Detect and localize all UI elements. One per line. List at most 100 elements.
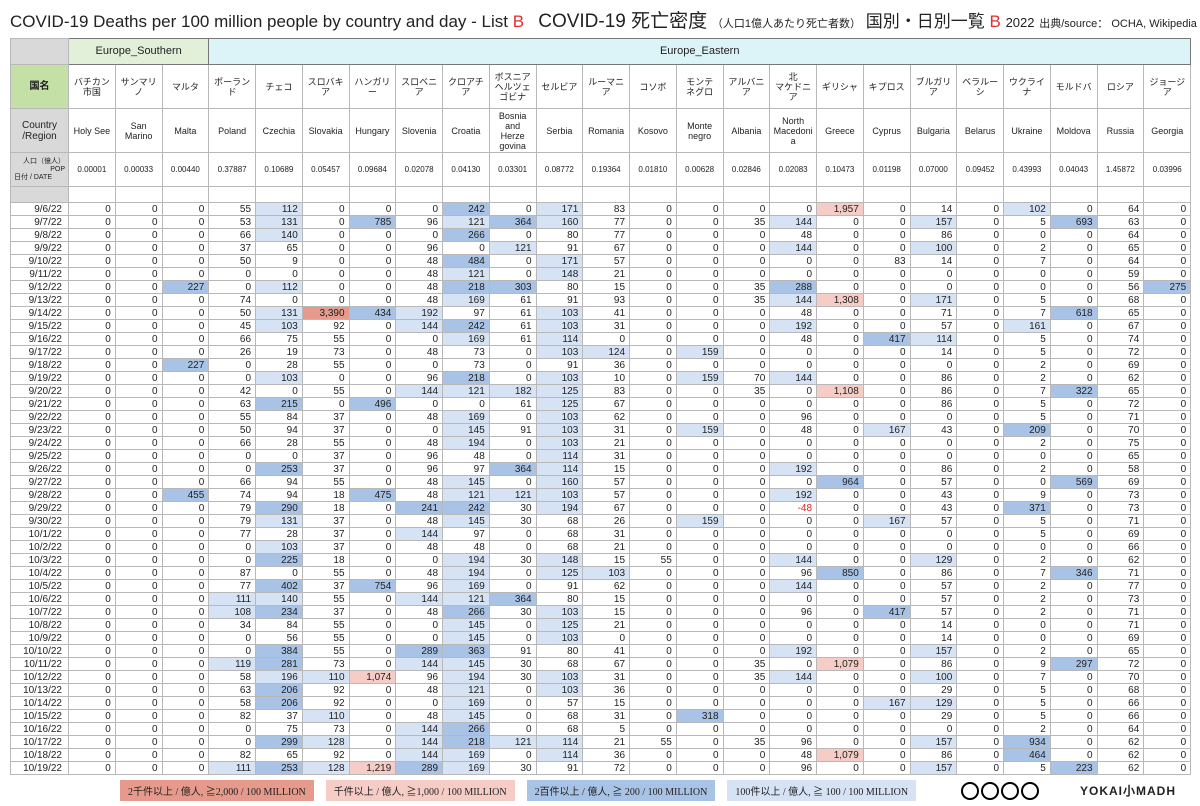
- spacer: [114, 186, 163, 203]
- cell: 0: [769, 592, 818, 606]
- cell: 0: [862, 592, 911, 606]
- cell: 36: [582, 748, 631, 762]
- cell: 0: [348, 319, 397, 333]
- cell: 77: [582, 228, 631, 242]
- cell: 0: [1143, 397, 1192, 411]
- cell: 0: [348, 566, 397, 580]
- cell: 0: [348, 631, 397, 645]
- cell: 242: [442, 202, 490, 216]
- data-row: 9/7/22 0 0 0 53 131 0 785 96 121 364 160 77 0 0 35 144 0 0…: [10, 215, 1192, 229]
- cell: 121: [488, 488, 537, 502]
- cell: 0: [722, 683, 771, 697]
- region-row: Europe_Southern Europe_Eastern: [10, 38, 1192, 65]
- cell: 63: [208, 683, 257, 697]
- cell: 145: [442, 423, 490, 437]
- legend-item: 2千件以上 / 億人, ≧2,000 / 100 MILLION: [120, 779, 314, 801]
- cell: 26: [582, 514, 631, 528]
- cell: 30: [488, 670, 537, 684]
- cell: 55: [301, 566, 350, 580]
- cell: 0: [816, 605, 864, 619]
- cell: 0: [722, 202, 771, 216]
- cell: 48: [769, 228, 818, 242]
- cell: 0: [769, 722, 818, 736]
- cell: 0: [348, 241, 397, 255]
- cell: 0: [816, 592, 864, 606]
- cell: 0: [68, 475, 116, 489]
- population: 0.08772: [535, 152, 584, 187]
- cell: 0: [675, 449, 724, 463]
- cell: 14: [909, 618, 958, 632]
- cell: 0: [161, 501, 210, 515]
- cell: 0: [208, 358, 257, 372]
- country-ja: ギリシャ: [816, 64, 864, 109]
- population: 0.00033: [114, 152, 163, 187]
- cell: 58: [208, 670, 257, 684]
- cell: 0: [909, 722, 958, 736]
- cell: 0: [956, 501, 1005, 515]
- country-ja: ウクライナ: [1003, 64, 1051, 109]
- cell: 242: [442, 319, 490, 333]
- cell: 0: [629, 657, 677, 671]
- cell: 2: [1003, 436, 1051, 450]
- cell: 0: [208, 644, 257, 658]
- cell: 0: [629, 696, 677, 710]
- country-en: Croatia: [442, 108, 490, 153]
- data-row: 10/14/22 0 0 0 58 206 92 0 0 169 0 57 15 0 0 0 0 0 167 129 0…: [10, 696, 1192, 710]
- data-row: 9/27/22 0 0 0 66 94 55 0 48 145 0 160 57 0 0 0 0 964 0 57 0 0…: [10, 475, 1192, 489]
- cell: 79: [208, 501, 257, 515]
- cell: 0: [816, 397, 864, 411]
- country-ja: コソボ: [629, 64, 677, 109]
- cell: 31: [582, 709, 631, 723]
- cell: 0: [161, 748, 210, 762]
- cell: 0: [114, 384, 163, 398]
- cell: 61: [488, 306, 537, 320]
- cell: 50: [208, 306, 257, 320]
- cell: 91: [488, 644, 537, 658]
- cell: 364: [488, 592, 537, 606]
- cell: 0: [1143, 267, 1192, 281]
- cell: 14: [909, 254, 958, 268]
- cell: 128: [301, 761, 350, 775]
- spacer: [208, 186, 257, 203]
- cell: 48: [395, 488, 444, 502]
- cell: 0: [488, 358, 537, 372]
- cell: 144: [769, 215, 818, 229]
- cell: 121: [442, 384, 490, 398]
- spacer: [956, 186, 1005, 203]
- cell: 0: [68, 761, 116, 775]
- cell: 785: [348, 215, 397, 229]
- cell: 80: [535, 592, 584, 606]
- cell: 9: [1003, 657, 1051, 671]
- cell: 0: [1143, 553, 1192, 567]
- country-ja: ポーランド: [208, 64, 257, 109]
- cell: 37: [301, 410, 350, 424]
- cell: 0: [675, 280, 724, 294]
- cell: 0: [956, 761, 1005, 775]
- cell: 111: [208, 761, 257, 775]
- cell: 0: [68, 709, 116, 723]
- cell: 0: [909, 540, 958, 554]
- cell: 5: [1003, 696, 1051, 710]
- cell: 0: [348, 293, 397, 307]
- cell: 0: [956, 618, 1005, 632]
- cell: 114: [535, 462, 584, 476]
- cell: 0: [956, 696, 1005, 710]
- population: 0.37887: [208, 152, 257, 187]
- cell: 0: [722, 319, 771, 333]
- cell: 0: [348, 709, 397, 723]
- cell: 0: [442, 241, 490, 255]
- cell: 266: [442, 722, 490, 736]
- cell: 160: [535, 475, 584, 489]
- cell: 0: [862, 319, 911, 333]
- country-en: Georgia: [1143, 108, 1192, 153]
- cell: 299: [255, 735, 303, 749]
- cell: 65: [1096, 449, 1145, 463]
- country-ja: キプロス: [862, 64, 911, 109]
- cell: 28: [255, 436, 303, 450]
- cell: 0: [161, 566, 210, 580]
- cell: 21: [582, 540, 631, 554]
- cell: 31: [582, 423, 631, 437]
- cell: 61: [488, 293, 537, 307]
- cell: 0: [1049, 605, 1098, 619]
- cell: 94: [255, 475, 303, 489]
